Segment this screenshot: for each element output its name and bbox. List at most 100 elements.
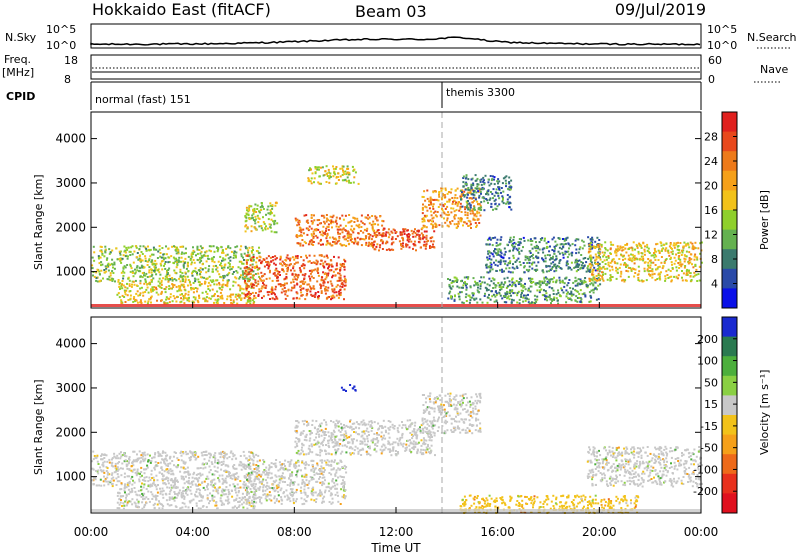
range-cell <box>506 194 509 196</box>
range-cell <box>129 265 132 268</box>
range-cell <box>103 271 106 274</box>
range-cell <box>544 260 547 263</box>
range-cell <box>557 291 560 294</box>
range-cell <box>189 489 192 492</box>
range-cell <box>485 289 488 292</box>
range-cell <box>218 452 221 455</box>
range-cell <box>199 245 202 248</box>
range-cell <box>136 290 139 293</box>
range-cell <box>224 493 227 496</box>
range-cell <box>340 228 343 231</box>
range-cell <box>160 256 163 259</box>
range-cell <box>331 216 334 219</box>
range-cell <box>132 460 134 463</box>
range-cell <box>497 282 500 284</box>
range-cell <box>338 290 340 293</box>
range-cell <box>146 276 149 278</box>
range-cell <box>124 459 127 462</box>
range-cell <box>299 284 302 287</box>
range-cell <box>491 295 494 298</box>
range-cell <box>559 295 562 298</box>
range-cell <box>548 294 551 297</box>
range-cell <box>246 273 249 276</box>
range-cell <box>270 211 272 214</box>
range-cell <box>448 292 451 295</box>
range-cell <box>211 257 214 260</box>
range-cell <box>248 207 250 210</box>
range-cell <box>418 234 421 237</box>
range-cell <box>459 202 462 205</box>
range-cell <box>338 292 341 295</box>
range-cell <box>314 268 317 271</box>
range-cell <box>373 240 376 243</box>
range-cell <box>208 275 211 278</box>
range-cell <box>338 276 341 279</box>
range-cell <box>199 472 202 475</box>
range-cell <box>490 205 493 208</box>
range-cell <box>492 188 495 191</box>
range-cell <box>444 187 447 190</box>
range-cell <box>505 175 508 178</box>
range-cell <box>531 247 534 250</box>
range-cell <box>168 285 171 288</box>
range-cell <box>110 473 113 476</box>
range-cell <box>377 223 380 226</box>
range-cell <box>211 463 214 465</box>
range-cell <box>142 460 145 463</box>
range-cell <box>531 263 534 266</box>
range-cell <box>182 275 185 278</box>
range-cell <box>588 250 591 253</box>
range-cell <box>245 206 248 209</box>
range-cell <box>143 451 146 454</box>
range-cell <box>211 473 214 476</box>
range-cell <box>138 248 141 250</box>
range-cell <box>587 268 590 271</box>
range-cell <box>279 255 282 258</box>
range-cell <box>171 287 173 290</box>
range-cell <box>504 295 507 298</box>
range-cell <box>204 466 207 469</box>
range-cell <box>375 231 378 234</box>
range-cell <box>457 292 460 295</box>
range-cell <box>584 257 587 259</box>
range-cell <box>527 287 530 290</box>
range-cell <box>176 493 179 496</box>
range-cell <box>300 265 303 267</box>
range-cell <box>267 265 270 268</box>
range-cell <box>501 182 504 185</box>
range-cell <box>187 473 190 475</box>
range-cell <box>186 493 189 496</box>
range-cell <box>402 242 404 245</box>
range-cell <box>304 298 307 301</box>
range-cell <box>326 297 328 300</box>
range-cell <box>120 271 123 274</box>
range-cell <box>151 273 154 276</box>
range-cell <box>134 298 137 301</box>
range-cell <box>232 301 235 304</box>
range-cell <box>194 493 196 496</box>
range-cell <box>147 485 150 488</box>
range-cell <box>227 465 230 468</box>
range-cell <box>621 279 623 282</box>
range-cell <box>465 300 468 302</box>
range-cell <box>146 283 149 286</box>
range-cell <box>517 241 520 244</box>
range-cell <box>131 280 134 283</box>
range-cell <box>633 275 636 278</box>
range-cell <box>170 478 173 480</box>
range-cell <box>100 454 103 457</box>
range-cell <box>580 298 583 301</box>
range-cell <box>343 244 346 247</box>
range-cell <box>570 299 573 302</box>
range-cell <box>154 453 156 456</box>
range-cell <box>161 479 164 482</box>
range-cell <box>147 260 150 263</box>
range-cell <box>136 265 139 268</box>
range-cell <box>665 247 668 250</box>
range-cell <box>493 183 496 186</box>
range-cell <box>318 254 321 257</box>
range-cell <box>161 468 164 471</box>
range-cell <box>344 280 347 283</box>
range-cell <box>189 283 192 286</box>
range-cell <box>240 274 242 277</box>
